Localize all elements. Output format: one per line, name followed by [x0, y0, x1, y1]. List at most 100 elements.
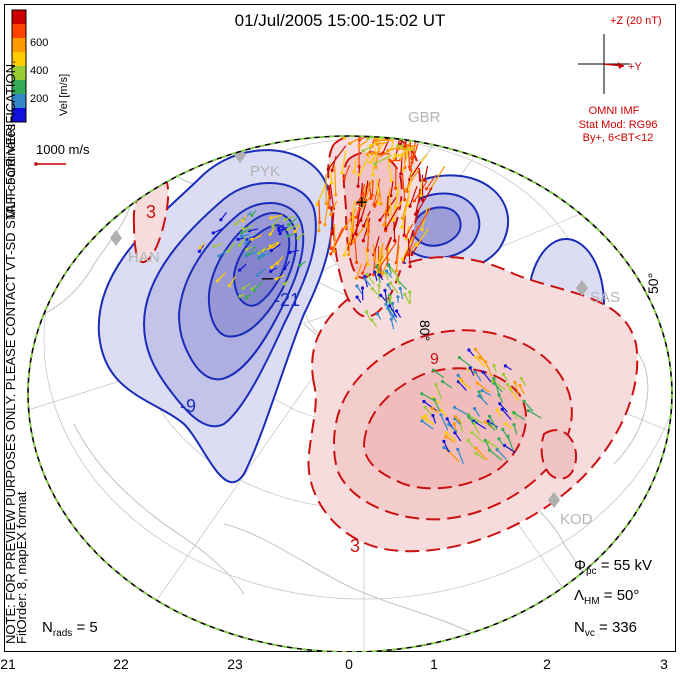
velocity-vector: [471, 432, 485, 444]
velocity-vector-origin: [395, 277, 399, 281]
velocity-vector: [473, 420, 487, 430]
velocity-colorbar: 600 400 200 Vel [m/s]: [11, 9, 70, 123]
velocity-vector-origin: [342, 136, 346, 140]
velocity-vector: [334, 165, 337, 195]
velocity-vector: [378, 186, 382, 204]
velocity-vector: [493, 382, 503, 393]
velocity-vector: [241, 228, 252, 234]
velocity-vector-origin: [370, 287, 374, 291]
velocity-vector: [395, 245, 400, 271]
velocity-vector: [378, 247, 382, 263]
velocity-vector-origin: [470, 431, 474, 435]
velocity-vector-origin: [474, 451, 478, 455]
velocity-vector-origin: [379, 293, 383, 297]
velocity-vector-origin: [355, 260, 359, 264]
velocity-vector-origin: [384, 302, 388, 306]
velocity-vector-origin: [288, 250, 292, 254]
station-marker-kod: [548, 492, 560, 508]
velocity-vector-origin: [375, 142, 379, 146]
velocity-vector-origin: [388, 304, 392, 308]
velocity-vector: [440, 414, 449, 431]
velocity-vector: [454, 406, 468, 416]
velocity-vector: [371, 179, 374, 196]
velocity-vector-origin: [357, 138, 361, 142]
velocity-vector-origin: [355, 201, 359, 205]
convection-map: GBR PYK HAN SAS KOD -9 -21 3 3 9 80° 50°…: [3, 4, 676, 653]
velocity-vector: [423, 401, 438, 412]
velocity-vector-origin: [362, 224, 366, 228]
velocity-vector-origin: [342, 177, 346, 181]
velocity-vector: [368, 181, 372, 199]
velocity-vector: [316, 184, 326, 205]
velocity-vector: [391, 136, 396, 150]
velocity-vector: [409, 161, 422, 180]
velocity-vector-origin: [488, 414, 492, 418]
velocity-vector-origin: [357, 144, 361, 148]
velocity-vector-origin: [375, 264, 379, 268]
velocity-vector-origin: [457, 356, 461, 360]
velocity-vector: [414, 207, 432, 234]
velocity-vector-origin: [453, 415, 458, 419]
velocity-vector: [401, 196, 410, 219]
contour-label-positive: 3: [350, 536, 360, 556]
velocity-vector-origin: [445, 417, 449, 421]
velocity-vector: [355, 193, 365, 218]
velocity-vector: [475, 356, 486, 368]
velocity-vector-origin: [332, 250, 336, 254]
imf-condition: By+, 6<BT<12: [583, 132, 654, 144]
velocity-vector: [478, 395, 489, 406]
velocity-vector-origin: [252, 288, 256, 292]
velocity-vector: [401, 172, 406, 200]
velocity-vector: [411, 239, 423, 255]
velocity-vector-origin: [408, 204, 412, 208]
velocity-vector-origin: [467, 414, 471, 418]
velocity-vector-origin: [447, 422, 451, 427]
velocity-vector: [507, 435, 514, 452]
velocity-vector-origin: [477, 390, 481, 394]
velocity-vector-origin: [378, 218, 382, 222]
velocity-vector-origin: [403, 198, 407, 202]
velocity-vector-origin: [391, 314, 395, 318]
velocity-vector-origin: [392, 156, 396, 160]
velocity-vector-origin: [250, 237, 254, 241]
velocity-vector-origin: [269, 216, 273, 220]
velocity-vector-origin: [487, 422, 492, 426]
velocity-vector-origin: [355, 295, 359, 299]
velocity-vector-origin: [369, 196, 373, 200]
velocity-vector-origin: [442, 439, 446, 443]
velocity-vector-origin: [326, 167, 330, 171]
velocity-vector: [430, 165, 446, 190]
mlt-tick-0: 0: [345, 656, 353, 672]
velocity-vector-origin: [393, 153, 397, 157]
velocity-vector-origin: [342, 253, 346, 257]
velocity-vector-origin: [361, 239, 365, 243]
velocity-vector-origin: [268, 244, 272, 248]
velocity-vector-origin: [456, 447, 460, 451]
velocity-vector-origin: [444, 431, 448, 435]
stat-model: Stat Mod: RG96: [579, 119, 658, 131]
velocity-vector-origin: [219, 218, 223, 222]
velocity-vector: [366, 274, 375, 285]
velocity-vector-origin: [368, 160, 372, 164]
velocity-vector-origin: [354, 215, 358, 219]
velocity-vector-origin: [430, 406, 434, 411]
velocity-vector-origin: [323, 223, 327, 227]
velocity-vector: [218, 248, 229, 257]
velocity-vector-origin: [420, 419, 424, 423]
velocity-vector-origin: [286, 227, 290, 231]
velocity-vector-origin: [484, 360, 488, 364]
imf-y-label: +Y: [628, 61, 642, 73]
velocity-vector: [409, 241, 418, 254]
velocity-vector-origin: [526, 409, 531, 413]
velocity-vector-origin: [354, 232, 358, 236]
velocity-vector: [388, 193, 393, 221]
velocity-vector-origin: [506, 382, 510, 386]
velocity-vector-origin: [287, 223, 291, 227]
colorbar-tick-200: 200: [30, 93, 48, 105]
velocity-vector: [482, 371, 492, 383]
velocity-vector: [272, 217, 281, 227]
map-area: [28, 136, 672, 652]
velocity-vector-origin: [503, 422, 508, 426]
velocity-vector: [392, 303, 396, 318]
velocity-vector: [373, 250, 376, 275]
